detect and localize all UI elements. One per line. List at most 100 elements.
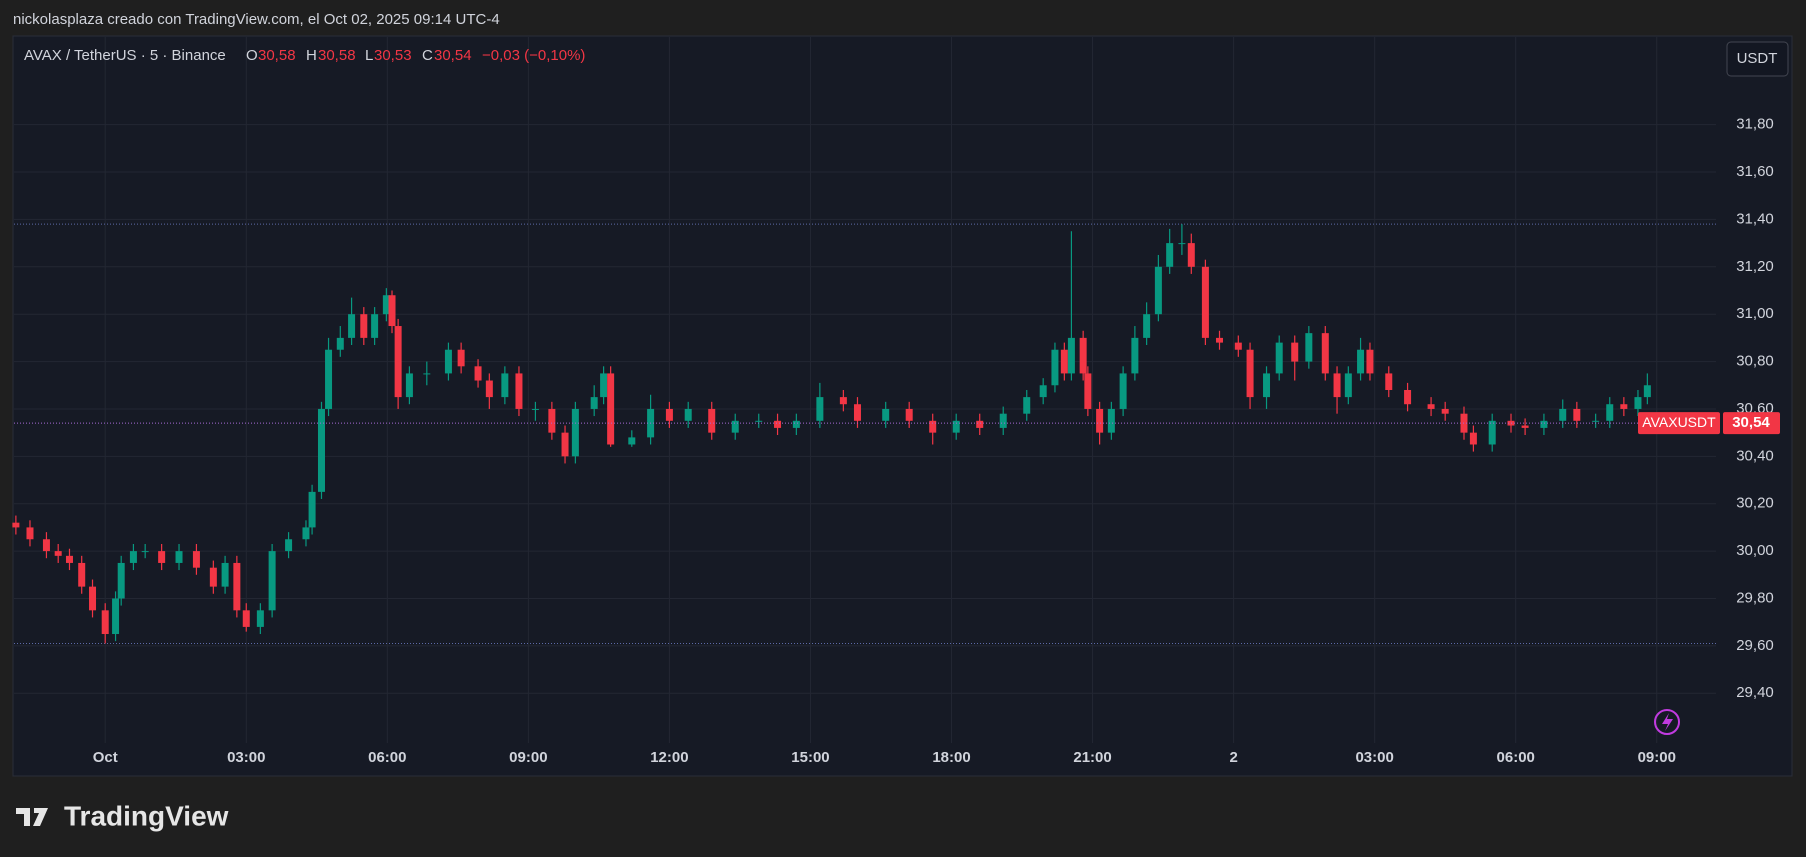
candle-body (1216, 337, 1224, 343)
candle-body (708, 408, 716, 433)
candle-body (256, 610, 264, 627)
candle-body (1275, 342, 1283, 374)
candle-body (117, 562, 125, 599)
candle-body (905, 408, 913, 421)
legend-open: 30,58 (258, 47, 296, 64)
candle-body (1084, 373, 1092, 409)
candle-body (531, 408, 539, 410)
x-tick-label: 21:00 (1073, 749, 1111, 766)
candle-body (42, 539, 50, 552)
brand-logo (16, 808, 48, 826)
candle-body (1234, 342, 1242, 350)
candle-body (1060, 349, 1068, 374)
candle-body (548, 408, 556, 433)
candle-body (1246, 349, 1254, 398)
candle-body (129, 551, 137, 563)
candle-body (360, 314, 368, 338)
y-tick-label: 31,40 (1736, 210, 1774, 227)
y-tick-label: 31,20 (1736, 258, 1774, 275)
candle-body (1540, 420, 1548, 428)
candle-body (1592, 420, 1600, 422)
candle-body (371, 314, 379, 338)
candle-body (1559, 408, 1567, 421)
candle-body (1469, 432, 1477, 445)
candle-body (101, 610, 109, 635)
candle-body (325, 349, 333, 409)
icon-circle[interactable] (1654, 709, 1680, 735)
candle-body (1366, 349, 1374, 374)
candle-body (731, 420, 739, 433)
candle-body (628, 437, 636, 445)
candle-body (1119, 373, 1127, 409)
candle-body (382, 295, 390, 315)
candle-body (1263, 373, 1271, 398)
candle-body (1166, 243, 1174, 267)
candle-body (308, 491, 316, 528)
candle-body (89, 586, 97, 611)
y-tick-label: 30,20 (1736, 495, 1774, 512)
candle-body (952, 420, 960, 433)
candle-body (1321, 333, 1329, 374)
y-tick-label: 31,80 (1736, 116, 1774, 133)
candle-body (54, 551, 62, 556)
candle-body (755, 420, 763, 422)
candle-body (233, 562, 241, 611)
currency-label[interactable]: USDT (1737, 50, 1778, 67)
brand: TradingView (16, 800, 229, 831)
candle-body (485, 380, 493, 398)
legend-high: 30,58 (318, 47, 356, 64)
candle-body (1404, 390, 1412, 405)
candle-body (1385, 373, 1393, 390)
legend: AVAX / TetherUS · 5 · Binance O 30,58 H … (24, 47, 585, 64)
brand-name: TradingView (64, 800, 229, 831)
chart-pane (12, 35, 1793, 777)
candle-body (792, 420, 800, 428)
candle-body (394, 326, 402, 398)
y-tick-label: 30,40 (1736, 447, 1774, 464)
x-tick-label: 12:00 (650, 749, 688, 766)
price-tag-box (1723, 412, 1780, 435)
candle-body (1441, 408, 1449, 414)
x-tick-label: 06:00 (368, 749, 406, 766)
candle-body (1023, 397, 1031, 414)
candle-body (1079, 337, 1087, 374)
candle-body (1096, 408, 1104, 433)
candle-body (65, 555, 73, 563)
x-tick-label: 03:00 (227, 749, 265, 766)
candle-body (348, 314, 356, 338)
candle-body (1521, 425, 1529, 428)
caption: nickolasplaza creado con TradingView.com… (13, 11, 500, 28)
legend-o-label: O (246, 47, 258, 64)
x-tick-label: 2 (1229, 749, 1237, 766)
x-tick-label: 09:00 (509, 749, 547, 766)
candle-body (317, 408, 325, 492)
candle-body (1643, 385, 1651, 398)
legend-symbol: AVAX / TetherUS · 5 · Binance (24, 47, 226, 64)
candle-body (1333, 373, 1341, 398)
legend-c-label: C (422, 47, 433, 64)
candle-body (242, 610, 250, 627)
candles (12, 224, 1661, 644)
candle-body (112, 598, 120, 635)
lightning-icon[interactable] (1654, 709, 1680, 735)
candle-body (999, 413, 1007, 428)
candle-body (1573, 408, 1581, 421)
symbol-tag: AVAXUSDT (1642, 414, 1716, 430)
candle-body (388, 295, 396, 327)
symbol-tag-box (1638, 412, 1720, 435)
candle-body (12, 522, 20, 528)
grid (14, 37, 1716, 743)
x-tick-label: 18:00 (932, 749, 970, 766)
x-tick-label: 06:00 (1497, 749, 1535, 766)
candle-body (1634, 397, 1642, 409)
candle-body (158, 551, 166, 563)
icon-bolt[interactable] (1662, 713, 1673, 731)
currency-button[interactable] (1726, 41, 1789, 77)
candle-body (141, 551, 149, 553)
candle-body (192, 551, 200, 568)
candle-body (1357, 349, 1365, 374)
candle-body (882, 408, 890, 421)
candle-body (1488, 420, 1496, 445)
legend-low: 30,53 (374, 47, 412, 64)
